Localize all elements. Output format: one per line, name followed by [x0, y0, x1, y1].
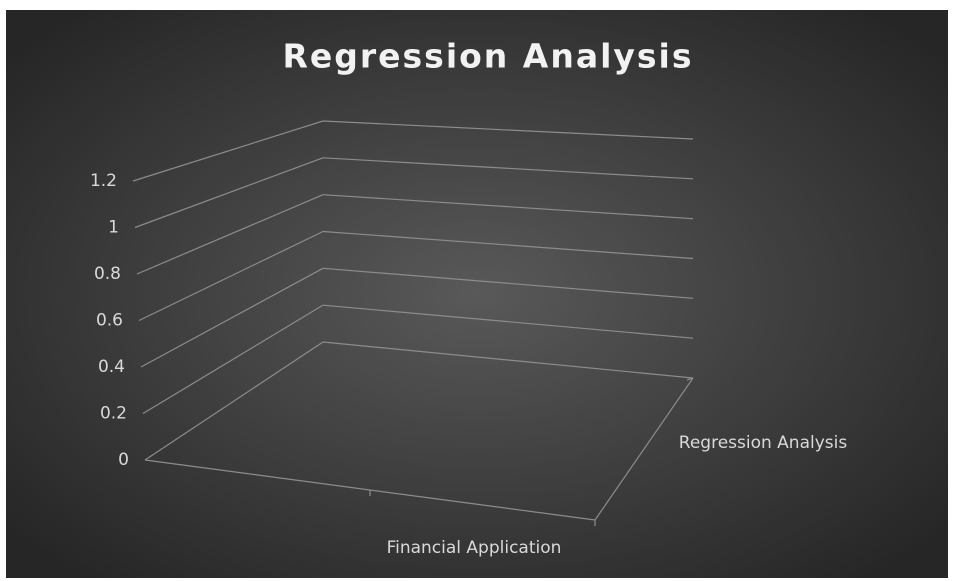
grid-line [134, 157, 324, 229]
chart-title: Regression Analysis [282, 37, 693, 76]
y-tick-label: 0 [118, 450, 129, 470]
y-tick-label: 1.2 [90, 171, 117, 191]
grid-line [322, 304, 694, 339]
grid-line [136, 194, 324, 275]
grid-line [322, 157, 694, 180]
y-tick-label: 0.2 [100, 404, 127, 424]
grid-line [322, 230, 694, 260]
depth-tick [686, 377, 694, 381]
y-tick-label: 0.8 [94, 264, 121, 284]
grid-line [142, 304, 324, 415]
depth-axis-label: Regression Analysis [679, 433, 848, 453]
y-tick-label: 1 [108, 218, 119, 238]
y-tick-label: 0.6 [96, 311, 123, 331]
grid-line [132, 120, 324, 182]
grid-line [322, 341, 694, 379]
y-tick-label: 0.4 [98, 357, 125, 377]
grid-line [144, 341, 324, 461]
grid-line [322, 194, 694, 220]
depth-axis [594, 377, 694, 521]
grid-line [140, 267, 324, 368]
grid-line [322, 267, 694, 299]
x-axis-label: Financial Application [387, 538, 562, 558]
chart-background [6, 10, 948, 578]
grid-line [322, 120, 694, 140]
grid-line [138, 230, 324, 322]
